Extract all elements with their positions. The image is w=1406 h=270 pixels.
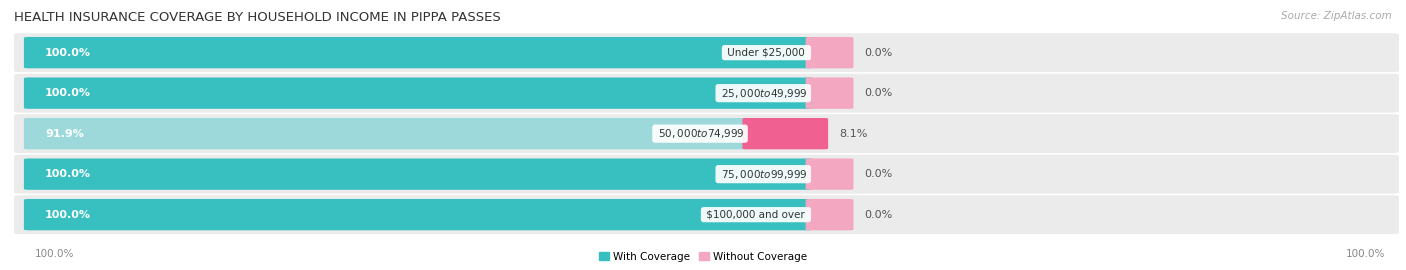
FancyBboxPatch shape	[14, 33, 1399, 72]
Text: 100.0%: 100.0%	[45, 169, 91, 179]
Text: 0.0%: 0.0%	[865, 169, 893, 179]
Text: 100.0%: 100.0%	[35, 249, 75, 259]
Text: 100.0%: 100.0%	[1346, 249, 1385, 259]
Text: 91.9%: 91.9%	[45, 129, 84, 139]
FancyBboxPatch shape	[14, 114, 1399, 153]
FancyBboxPatch shape	[24, 37, 813, 68]
FancyBboxPatch shape	[806, 158, 853, 190]
Text: Under $25,000: Under $25,000	[724, 48, 808, 58]
FancyBboxPatch shape	[14, 195, 1399, 234]
Text: $25,000 to $49,999: $25,000 to $49,999	[718, 87, 808, 100]
Text: 100.0%: 100.0%	[45, 210, 91, 220]
Text: Source: ZipAtlas.com: Source: ZipAtlas.com	[1281, 11, 1392, 21]
FancyBboxPatch shape	[742, 118, 828, 149]
Text: $50,000 to $74,999: $50,000 to $74,999	[655, 127, 745, 140]
Text: 0.0%: 0.0%	[865, 48, 893, 58]
Legend: With Coverage, Without Coverage: With Coverage, Without Coverage	[599, 252, 807, 262]
Text: 8.1%: 8.1%	[839, 129, 868, 139]
FancyBboxPatch shape	[14, 155, 1399, 194]
Text: 100.0%: 100.0%	[45, 88, 91, 98]
Text: 0.0%: 0.0%	[865, 210, 893, 220]
Text: HEALTH INSURANCE COVERAGE BY HOUSEHOLD INCOME IN PIPPA PASSES: HEALTH INSURANCE COVERAGE BY HOUSEHOLD I…	[14, 11, 501, 24]
Text: $100,000 and over: $100,000 and over	[703, 210, 808, 220]
FancyBboxPatch shape	[806, 199, 853, 230]
FancyBboxPatch shape	[24, 118, 749, 149]
FancyBboxPatch shape	[14, 74, 1399, 113]
FancyBboxPatch shape	[806, 37, 853, 68]
Text: 0.0%: 0.0%	[865, 88, 893, 98]
FancyBboxPatch shape	[24, 77, 813, 109]
Text: 100.0%: 100.0%	[45, 48, 91, 58]
FancyBboxPatch shape	[24, 199, 813, 230]
Text: $75,000 to $99,999: $75,000 to $99,999	[718, 168, 808, 181]
FancyBboxPatch shape	[806, 77, 853, 109]
FancyBboxPatch shape	[24, 158, 813, 190]
